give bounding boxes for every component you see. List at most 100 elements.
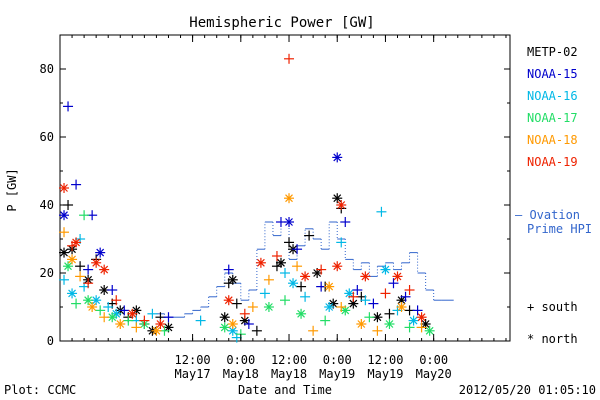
x-tick-date: May19 [367,367,403,381]
data-point [284,193,295,204]
y-tick-label: 20 [40,266,54,280]
data-point [155,319,166,329]
data-point [83,264,94,275]
data-point [195,315,206,326]
x-axis-label: Date and Time [238,383,332,397]
data-point [255,257,266,268]
data-point [280,268,290,278]
data-point [304,230,315,241]
data-point [163,312,174,323]
data-point [103,302,114,312]
data-point [95,305,106,316]
data-point [300,271,311,282]
data-point [99,264,110,275]
legend-ovation-line1: — Ovation [515,208,580,222]
data-point [91,295,102,306]
data-point [95,247,106,258]
data-point [119,305,130,316]
scatter-points [59,53,435,343]
data-point [151,325,162,336]
data-point [63,101,74,112]
data-point [416,312,427,323]
legend: METP-02 NOAA-15 NOAA-16 NOAA-17 NOAA-18 NOAA-… [515,45,592,346]
x-tick-time: 12:00 [175,353,211,367]
data-point [107,285,118,295]
data-point [384,308,395,319]
legend-entry: NOAA-15 [527,67,578,81]
x-tick-time: 0:00 [226,353,255,367]
legend-ovation-line2: Prime HPI [527,222,592,236]
axes: 02040608012:00May170:00May1812:00May180:… [40,35,510,381]
data-point [147,308,158,319]
data-point [99,312,110,323]
data-point [71,179,82,190]
data-point [336,302,347,312]
data-point [288,278,299,289]
data-point [360,295,371,306]
data-point [59,274,70,285]
data-point [75,261,86,272]
data-point [312,268,323,278]
data-point [316,264,327,275]
data-point [87,302,98,312]
marker-legend-entry: * north [527,332,578,346]
data-point [223,295,234,306]
data-point [284,217,295,227]
x-tick-date: May18 [223,367,259,381]
y-tick-label: 80 [40,62,54,76]
data-point [340,217,351,227]
data-point [271,251,282,261]
data-point [219,322,230,333]
data-point [324,281,335,292]
x-tick-date: May17 [175,367,211,381]
data-point [368,298,379,309]
data-point [388,278,399,289]
data-point [376,206,387,217]
data-point [59,247,70,258]
data-point [127,308,138,319]
data-point [131,322,142,333]
x-tick-time: 0:00 [419,353,448,367]
data-point [296,308,307,319]
data-point [384,319,395,329]
data-point [71,237,82,248]
data-point [336,237,347,248]
data-point [308,325,319,336]
legend-entry: NOAA-19 [527,155,578,169]
data-point [275,257,286,268]
data-point [239,308,250,319]
data-point [111,295,122,306]
data-point [424,325,435,336]
data-point [247,302,258,312]
data-point [123,315,134,326]
data-point [348,291,359,302]
data-point [336,200,347,210]
data-point [59,210,70,221]
x-tick-time: 0:00 [323,353,352,367]
y-tick-label: 0 [47,334,54,348]
data-point [59,227,70,238]
legend-entry: NOAA-17 [527,111,578,125]
data-point [324,302,335,312]
data-point [404,322,415,333]
data-point [139,315,150,326]
data-point [223,264,234,275]
data-point [71,298,82,309]
y-axis-label: P [GW] [5,168,19,211]
data-point [83,295,94,306]
footer-right: 2012/05/20 01:05:10 [459,383,596,397]
data-point [416,322,427,333]
data-point [380,264,391,275]
data-point [251,325,262,336]
data-point [352,285,363,295]
data-point [280,295,290,306]
data-point [227,325,238,336]
x-tick-time: 12:00 [271,353,307,367]
data-point [227,274,238,285]
data-point [332,193,343,204]
data-point [263,274,274,285]
x-tick-date: May19 [319,367,355,381]
data-point [404,285,415,295]
x-tick-date: May18 [271,367,307,381]
